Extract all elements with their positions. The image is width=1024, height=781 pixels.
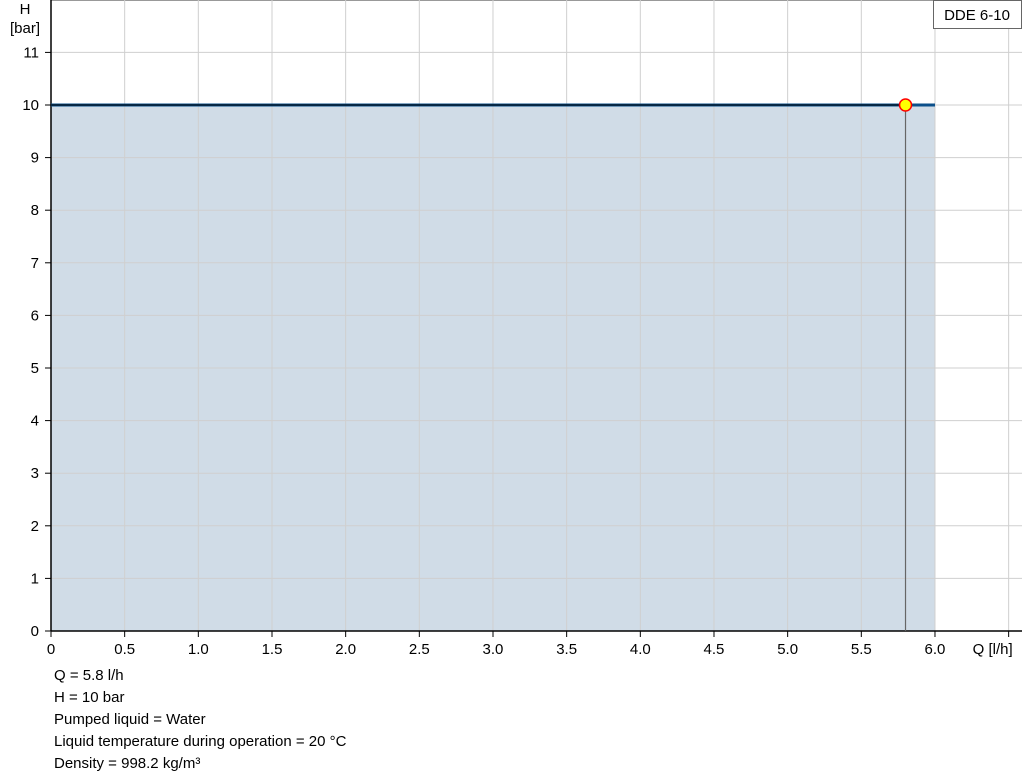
x-tick-label: 1.5 [262, 641, 283, 658]
x-tick-label: 2.0 [335, 641, 356, 658]
x-tick-label: 4.0 [630, 641, 651, 658]
y-tick-label: 5 [31, 360, 39, 377]
y-tick-label: 3 [31, 465, 39, 482]
y-axis-label-symbol: H [20, 1, 31, 18]
pump-curve-chart: 0 0.5 1.0 1.5 2.0 2.5 3.0 3.5 4.0 4.5 5.0 5.5 6.0 Q [… [10, 0, 1022, 658]
y-tick-label: 2 [31, 518, 39, 535]
y-tick-label: 0 [31, 623, 39, 640]
y-tick-label: 11 [23, 44, 39, 61]
info-flow: Q = 5.8 l/h [54, 667, 124, 684]
y-tick-label: 6 [31, 307, 39, 324]
y-tick-label: 1 [31, 570, 39, 587]
y-tick-label: 10 [22, 97, 39, 114]
x-tick-label: 3.0 [483, 641, 504, 658]
operating-info: Q = 5.8 l/h H = 10 bar Pumped liquid = W… [54, 665, 346, 775]
y-axis-label-unit: [bar] [10, 20, 40, 37]
info-head: H = 10 bar [54, 689, 125, 706]
info-density: Density = 998.2 kg/m³ [54, 755, 201, 772]
x-tick-label: 2.5 [409, 641, 430, 658]
y-tick-label: 8 [31, 202, 39, 219]
duty-point-marker [898, 98, 913, 112]
x-tick-label: 4.5 [704, 641, 725, 658]
y-tick-label: 7 [31, 255, 39, 272]
x-tick-label: 0.5 [114, 641, 135, 658]
x-tick-label: 5.5 [851, 641, 872, 658]
legend-box [933, 0, 1022, 29]
y-tick-label: 9 [31, 150, 39, 167]
x-tick-label: 3.5 [556, 641, 577, 658]
x-tick-label: 5.0 [777, 641, 798, 658]
legend-label: DDE 6-10 [944, 7, 1010, 24]
info-liquid: Pumped liquid = Water [54, 711, 206, 728]
x-tick-label: 6.0 [925, 641, 946, 658]
info-temperature: Liquid temperature during operation = 20… [54, 733, 347, 750]
x-tick-label: 1.0 [188, 641, 209, 658]
y-tick-label: 4 [31, 413, 39, 430]
x-axis-label: Q [l/h] [973, 641, 1013, 658]
x-tick-label: 0 [47, 641, 55, 658]
